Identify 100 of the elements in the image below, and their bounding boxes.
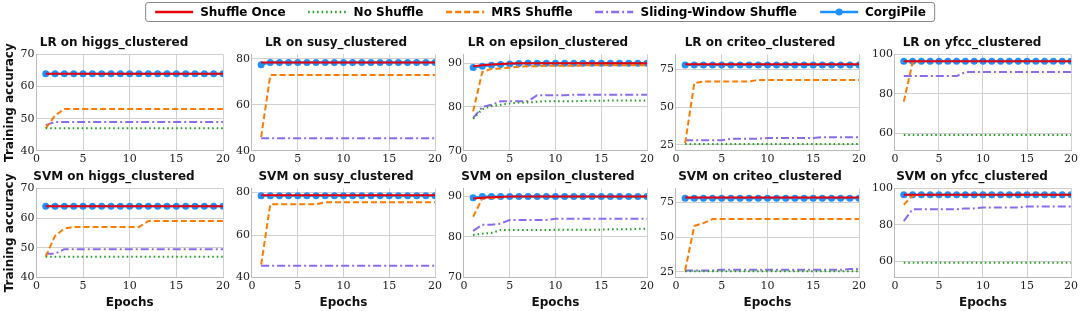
chart-title: SVM on higgs_clustered xyxy=(33,169,195,185)
legend-label: CorgiPile xyxy=(865,5,926,19)
x-tick-label: 0 xyxy=(672,278,680,292)
x-tick-label: 20 xyxy=(852,152,866,166)
x-tick-label: 15 xyxy=(806,152,821,166)
y-tick-label: 100 xyxy=(872,47,893,61)
x-tick-label: 10 xyxy=(760,152,775,166)
y-tick-label: 25 xyxy=(660,264,674,278)
y-tick-label: 70 xyxy=(20,47,35,61)
y-tick-label: 80 xyxy=(448,229,462,243)
legend-label: MRS Shuffle xyxy=(491,5,573,19)
legend-label: No Shuffle xyxy=(353,5,424,19)
chart-title: LR on higgs_clustered xyxy=(39,35,189,51)
chart-title: LR on susy_clustered xyxy=(264,35,408,51)
chart-title: LR on criteo_clustered xyxy=(684,35,836,51)
y-tick-label: 80 xyxy=(879,86,893,100)
x-axis-title: Epochs xyxy=(531,294,580,309)
x-tick-label: 20 xyxy=(640,152,654,166)
y-axis-title: Training accuracy xyxy=(2,43,17,162)
x-tick-label: 20 xyxy=(640,278,654,292)
x-tick-label: 5 xyxy=(718,152,726,166)
x-tick-label: 20 xyxy=(1064,278,1078,292)
y-tick-label: 80 xyxy=(236,185,250,199)
x-tick-label: 10 xyxy=(122,278,137,292)
x-tick-label: 15 xyxy=(1020,278,1034,292)
x-tick-label: 0 xyxy=(672,152,680,166)
x-axis-title: Epochs xyxy=(319,294,368,309)
x-tick-label: 5 xyxy=(294,152,302,166)
x-tick-label: 0 xyxy=(891,152,899,166)
y-tick-label: 90 xyxy=(448,189,462,203)
y-tick-label: 60 xyxy=(879,125,893,139)
x-tick-label: 5 xyxy=(935,278,943,292)
y-tick-label: 80 xyxy=(448,99,462,113)
y-tick-label: 75 xyxy=(660,62,674,76)
x-tick-label: 15 xyxy=(594,152,609,166)
y-tick-label: 80 xyxy=(879,217,893,231)
x-tick-label: 15 xyxy=(594,278,609,292)
x-axis-title: Epochs xyxy=(105,294,154,309)
chart-title: SVM on criteo_clustered xyxy=(678,169,842,185)
x-tick-label: 5 xyxy=(935,152,943,166)
x-tick-label: 10 xyxy=(548,152,563,166)
y-tick-label: 40 xyxy=(236,270,250,284)
y-tick-label: 50 xyxy=(20,111,35,125)
chart-title: SVM on susy_clustered xyxy=(258,169,414,185)
y-tick-label: 70 xyxy=(20,181,35,195)
legend-label: Shuffle Once xyxy=(200,5,286,19)
x-tick-label: 20 xyxy=(1064,152,1078,166)
x-tick-label: 5 xyxy=(718,278,726,292)
y-tick-label: 25 xyxy=(660,137,674,151)
x-tick-label: 0 xyxy=(460,152,468,166)
x-tick-label: 0 xyxy=(891,278,899,292)
chart-title: LR on epsilon_clustered xyxy=(467,35,629,51)
x-tick-label: 15 xyxy=(169,152,184,166)
x-tick-label: 10 xyxy=(336,278,351,292)
y-tick-label: 70 xyxy=(448,270,462,284)
y-tick-label: 75 xyxy=(660,195,674,209)
x-tick-label: 10 xyxy=(760,278,775,292)
y-tick-label: 50 xyxy=(660,99,674,113)
chart-title: LR on yfcc_clustered xyxy=(902,35,1042,51)
x-tick-label: 15 xyxy=(1020,152,1034,166)
x-tick-label: 5 xyxy=(506,152,514,166)
x-tick-label: 20 xyxy=(428,278,442,292)
y-tick-label: 40 xyxy=(20,270,35,284)
x-tick-label: 0 xyxy=(460,278,468,292)
x-tick-label: 5 xyxy=(79,152,87,166)
y-tick-label: 90 xyxy=(448,56,462,70)
y-axis-title: Training accuracy xyxy=(2,173,17,293)
x-tick-label: 10 xyxy=(122,152,137,166)
x-tick-label: 15 xyxy=(382,152,397,166)
x-tick-label: 20 xyxy=(428,152,442,166)
y-tick-label: 50 xyxy=(20,240,35,254)
x-tick-label: 5 xyxy=(294,278,302,292)
y-tick-label: 60 xyxy=(236,97,250,111)
y-tick-label: 70 xyxy=(448,143,462,157)
x-tick-label: 10 xyxy=(336,152,351,166)
x-tick-label: 10 xyxy=(976,152,990,166)
x-tick-label: 15 xyxy=(806,278,821,292)
x-tick-label: 15 xyxy=(382,278,397,292)
chart-title: SVM on yfcc_clustered xyxy=(896,169,1048,185)
y-tick-label: 60 xyxy=(20,210,35,224)
x-tick-label: 15 xyxy=(169,278,184,292)
y-tick-label: 60 xyxy=(236,227,250,241)
legend-label: Sliding-Window Shuffle xyxy=(640,5,797,19)
x-tick-label: 20 xyxy=(216,152,230,166)
x-tick-label: 0 xyxy=(248,152,256,166)
y-tick-label: 60 xyxy=(879,253,893,267)
x-tick-label: 20 xyxy=(216,278,230,292)
x-tick-label: 5 xyxy=(79,278,87,292)
x-tick-label: 20 xyxy=(852,278,866,292)
x-tick-label: 10 xyxy=(976,278,990,292)
y-tick-label: 60 xyxy=(20,79,35,93)
chart-title: SVM on epsilon_clustered xyxy=(461,169,635,185)
y-tick-label: 50 xyxy=(660,229,674,243)
x-tick-label: 0 xyxy=(248,278,256,292)
x-axis-title: Epochs xyxy=(743,294,792,309)
x-axis-title: Epochs xyxy=(959,294,1007,309)
y-tick-label: 40 xyxy=(20,143,35,157)
y-tick-label: 80 xyxy=(236,51,250,65)
y-tick-label: 40 xyxy=(236,143,250,157)
x-tick-label: 5 xyxy=(506,278,514,292)
